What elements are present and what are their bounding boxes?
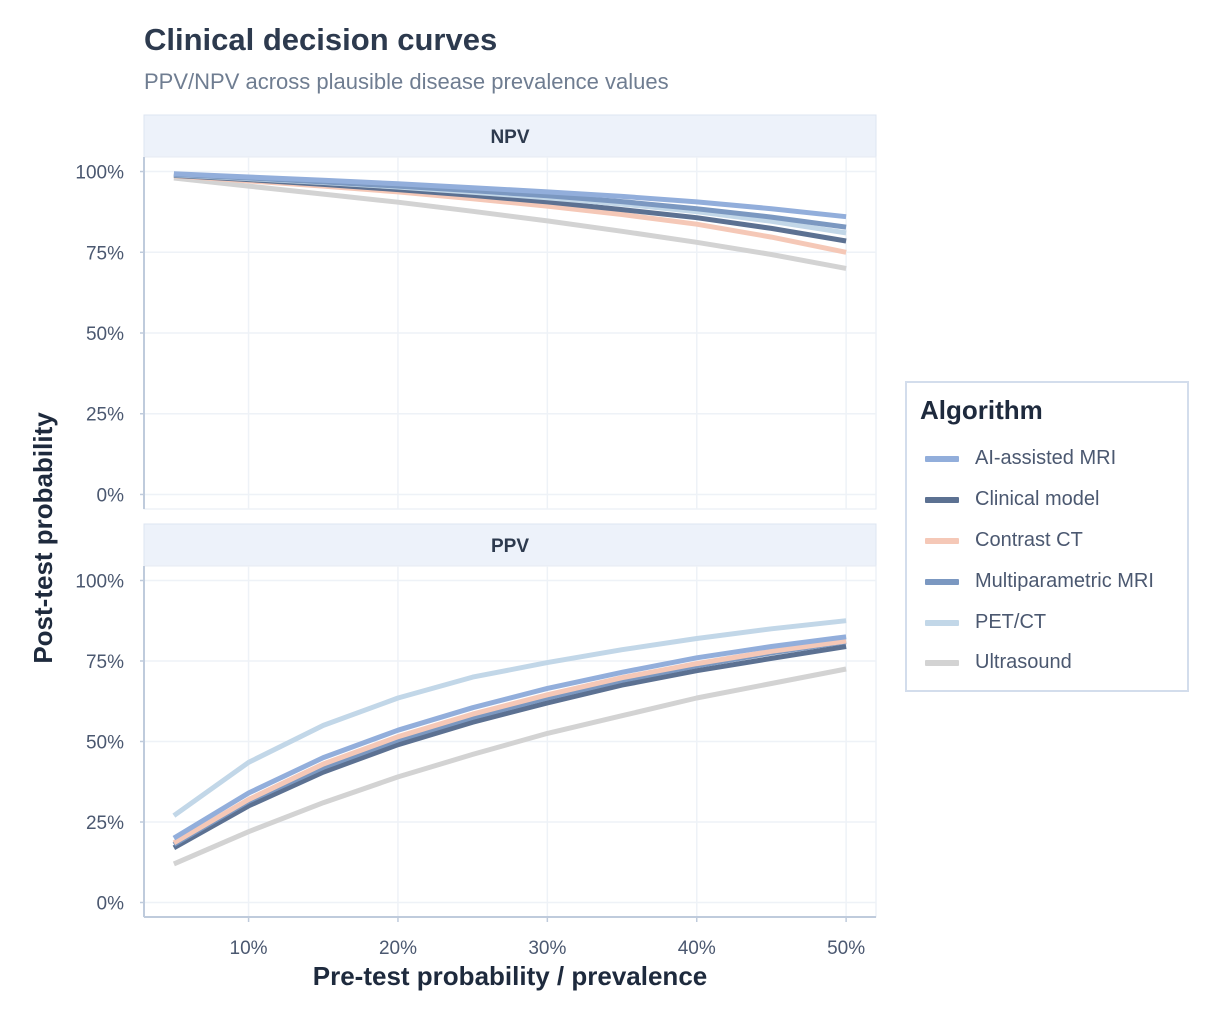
legend-item: Contrast CT: [925, 526, 1185, 556]
x-tick-label: 50%: [827, 938, 865, 959]
y-tick-label: 0%: [97, 485, 125, 506]
series-line: [172, 644, 847, 850]
legend-label: Ultrasound: [975, 651, 1072, 673]
legend-item: AI-assisted MRI: [925, 444, 1185, 474]
y-tick-label: 50%: [86, 733, 124, 754]
x-tick-label: 40%: [678, 938, 716, 959]
y-tick-label: 25%: [86, 405, 124, 426]
legend: Algorithm AI-assisted MRI Clinical model…: [905, 381, 1189, 692]
legend-label: AI-assisted MRI: [975, 447, 1117, 469]
y-tick-label: 100%: [75, 571, 124, 592]
series-line: [173, 175, 847, 271]
legend-swatch: [925, 497, 959, 503]
facet-strip: [143, 523, 877, 567]
legend-swatch: [925, 579, 959, 585]
series-line: [172, 618, 847, 818]
x-tick-label: 20%: [379, 938, 417, 959]
legend-label: Clinical model: [975, 488, 1100, 510]
chart-subtitle: PPV/NPV across plausible disease prevale…: [144, 69, 669, 94]
x-tick-label: 30%: [528, 938, 566, 959]
y-tick-label: 75%: [86, 652, 124, 673]
legend-item: Clinical model: [925, 485, 1185, 515]
y-tick-label: 0%: [97, 894, 125, 915]
y-tick-label: 50%: [86, 324, 124, 345]
legend-title: Algorithm: [920, 395, 1043, 425]
facet-label: NPV: [490, 127, 529, 148]
series-line: [172, 638, 847, 846]
legend-label: Multiparametric MRI: [975, 570, 1154, 592]
x-tick-label: 10%: [230, 938, 268, 959]
legend-label: Contrast CT: [975, 529, 1083, 551]
legend-swatch: [925, 538, 959, 544]
y-tick-label: 25%: [86, 813, 124, 834]
series-line: [173, 171, 847, 220]
legend-item: Ultrasound: [925, 648, 1185, 678]
chart-title: Clinical decision curves: [144, 22, 498, 57]
series-line: [172, 666, 847, 867]
legend-swatch: [925, 456, 959, 462]
x-axis-title: Pre-test probability / prevalence: [313, 961, 707, 991]
legend-item: Multiparametric MRI: [925, 567, 1185, 597]
legend-swatch: [925, 660, 959, 666]
legend-swatch: [925, 620, 959, 626]
facet-label: PPV: [491, 536, 529, 557]
legend-item: PET/CT: [925, 608, 1185, 638]
series-line: [172, 634, 847, 841]
y-tick-label: 75%: [86, 243, 124, 264]
y-tick-label: 100%: [75, 163, 124, 184]
y-axis-title: Post-test probability: [28, 412, 58, 664]
legend-label: PET/CT: [975, 611, 1047, 633]
